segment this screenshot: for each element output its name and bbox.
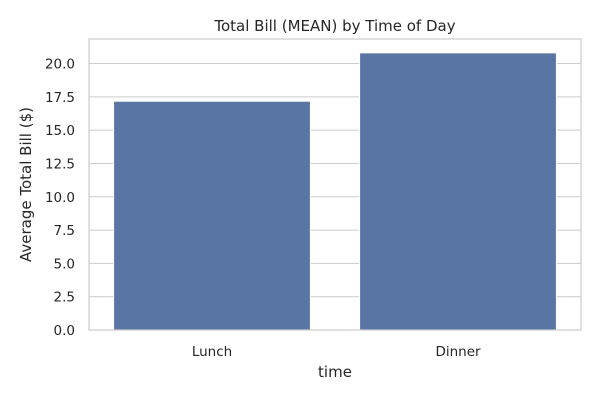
y-tick-label: 15.0 [45,123,75,139]
y-tick-label: 10.0 [45,190,75,206]
y-tick-label: 5.0 [54,256,75,272]
y-tick-label: 7.5 [54,223,75,239]
plot-frame [88,38,582,331]
x-axis-label: time [318,363,352,381]
bar-lunch [113,100,311,331]
y-tick-label: 20.0 [45,57,75,73]
y-tick-label: 17.5 [45,90,75,106]
x-tick-labels: Lunch Dinner [192,344,481,360]
x-tick-label-lunch: Lunch [192,344,232,360]
chart-title: Total Bill (MEAN) by Time of Day [213,17,455,35]
y-axis-label: Average Total Bill ($) [17,107,35,262]
bars [113,52,557,331]
y-tick-label: 12.5 [45,156,75,172]
bar-dinner [359,52,557,331]
y-tick-label: 0.0 [54,323,75,339]
y-tick-labels: 0.0 2.5 5.0 7.5 10.0 12.5 15.0 17.5 20.0 [45,57,75,339]
y-tick-label: 2.5 [54,290,75,306]
x-tick-label-dinner: Dinner [435,344,481,360]
